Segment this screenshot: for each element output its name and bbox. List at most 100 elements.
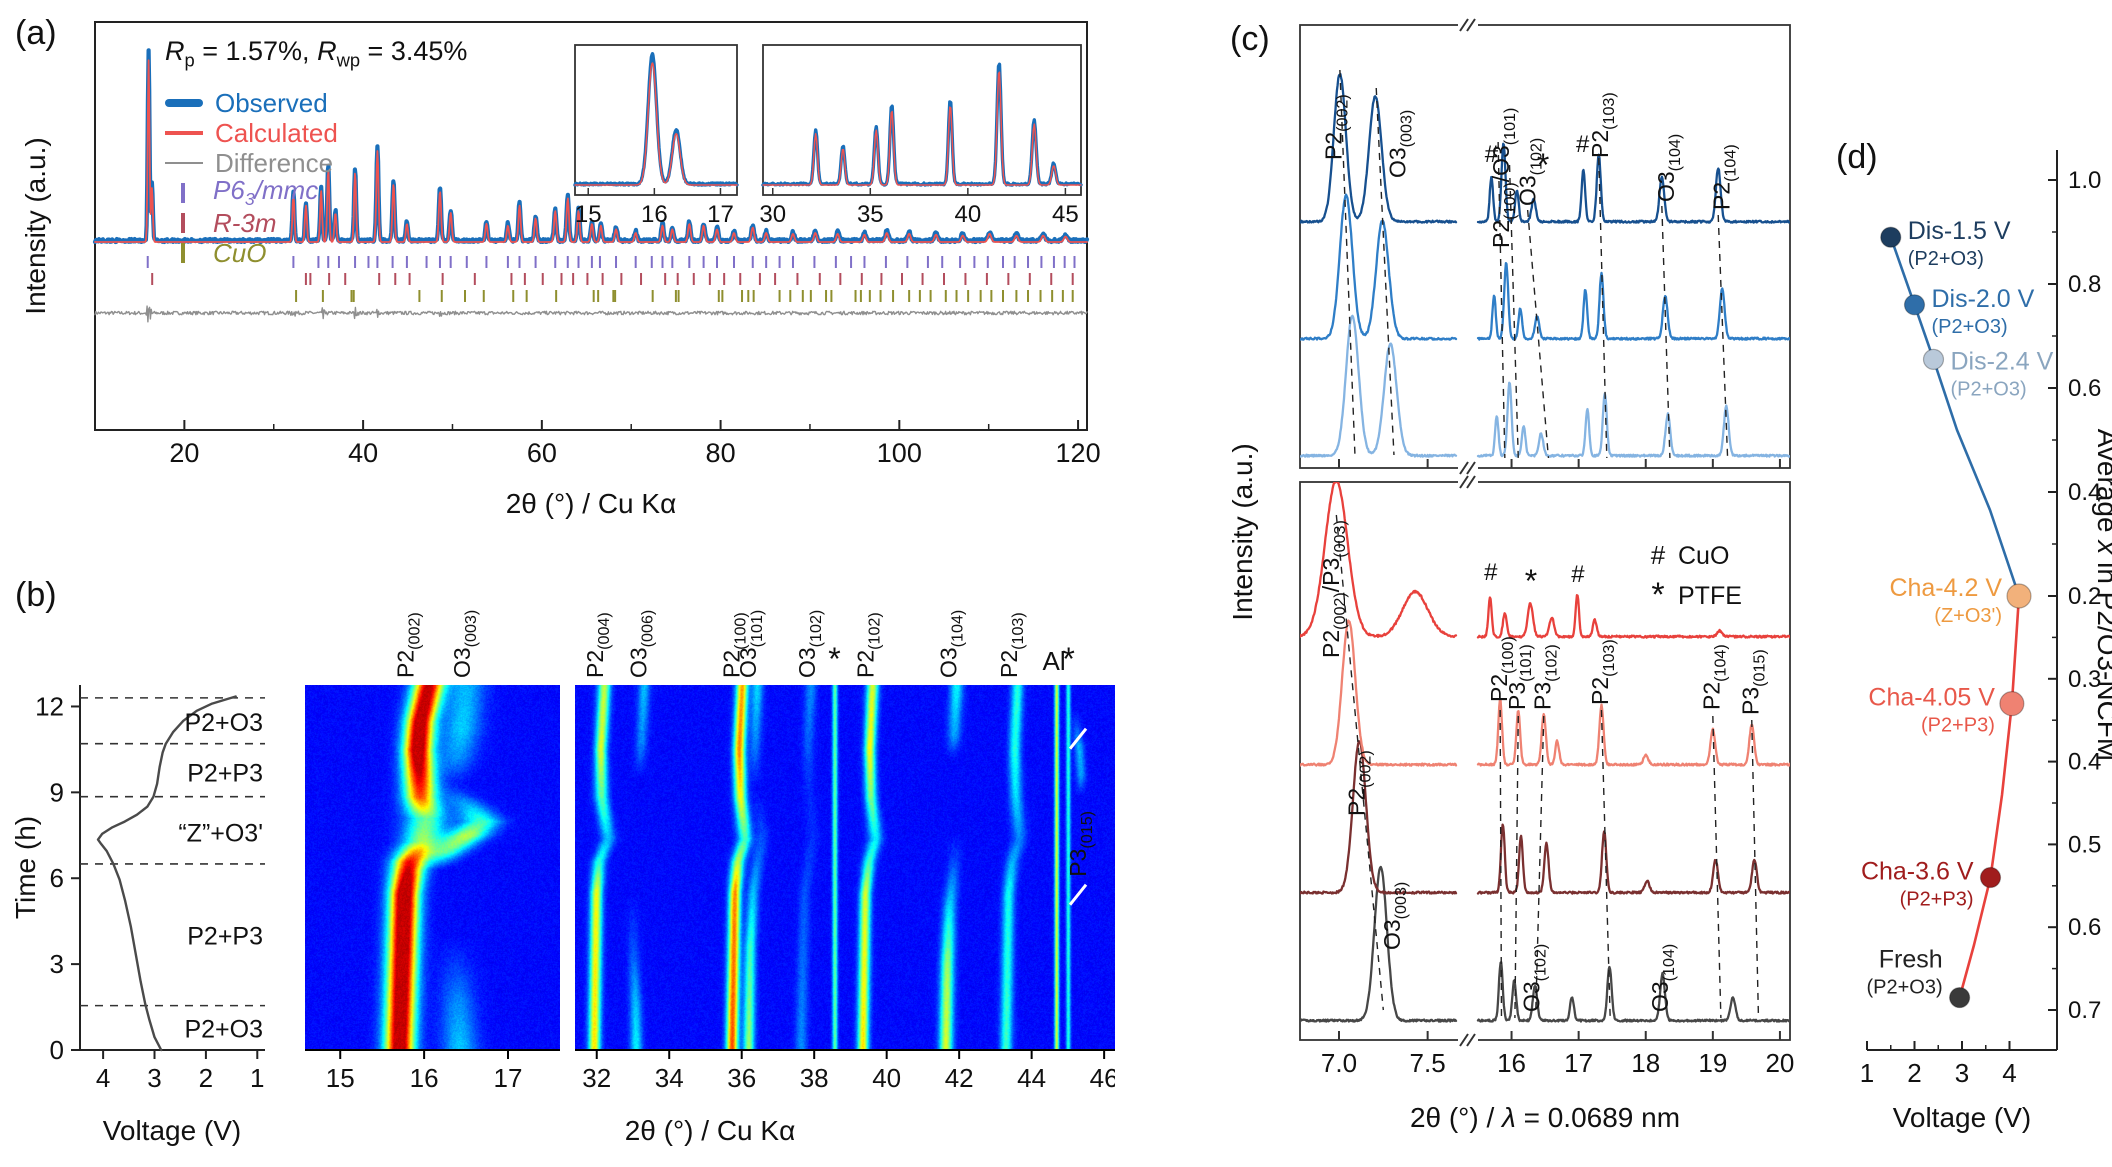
panel-a-tag: (a) bbox=[15, 14, 57, 53]
reflection-label: P2(104) bbox=[1698, 644, 1729, 710]
svg-text:16: 16 bbox=[410, 1063, 439, 1093]
point-label: Dis-1.5 V bbox=[1908, 217, 2011, 245]
rp-symbol: R bbox=[165, 36, 185, 66]
peak-shift-guide bbox=[1376, 88, 1394, 455]
point-label: Cha-4.2 V bbox=[1889, 574, 2002, 602]
legend-item-cuo: CuO bbox=[165, 240, 338, 266]
refinement-stats: Rp = 1.57%, Rwp = 3.45% bbox=[165, 36, 467, 71]
peak-shift-guide bbox=[1718, 215, 1727, 458]
svg-text:17: 17 bbox=[707, 201, 734, 228]
bragg-tick-row-CuO bbox=[296, 290, 1073, 302]
data-point-Cha-4.2 V bbox=[2007, 584, 2031, 608]
svg-text:1: 1 bbox=[1860, 1058, 1874, 1088]
xrd-curve-cha-3.6V bbox=[1478, 825, 1790, 894]
svg-text:6: 6 bbox=[50, 863, 64, 893]
lambda-symbol: λ bbox=[1502, 1102, 1516, 1133]
reflection-label: P2(103) bbox=[1587, 639, 1618, 705]
svg-text:45: 45 bbox=[1052, 201, 1079, 228]
impurity-mark: # bbox=[1484, 559, 1498, 586]
reflection-label: * bbox=[828, 641, 840, 677]
legend-label: Calculated bbox=[215, 118, 338, 149]
reflection-label: P2(004) bbox=[582, 612, 613, 678]
d-y-axis-title: Average x in P2/O3-NCFM bbox=[2092, 429, 2112, 762]
svg-text:16: 16 bbox=[1497, 1048, 1526, 1078]
svg-text:30: 30 bbox=[759, 201, 786, 228]
svg-text:0.7: 0.7 bbox=[2068, 997, 2101, 1024]
reflection-label: O3(003) bbox=[449, 610, 480, 678]
svg-text:1: 1 bbox=[250, 1063, 264, 1093]
difference-curve bbox=[95, 306, 1087, 322]
svg-text:15: 15 bbox=[575, 201, 602, 228]
svg-text:0: 0 bbox=[50, 1035, 64, 1065]
svg-text:9: 9 bbox=[50, 777, 64, 807]
svg-text:32: 32 bbox=[582, 1063, 611, 1093]
data-point-Dis-2.0 V bbox=[1905, 295, 1925, 315]
reflection-label: P2(002)/P3(003) bbox=[1318, 520, 1349, 658]
point-label: Dis-2.4 V bbox=[1951, 347, 2054, 375]
synchrotron-xrd-plot: 7.0 7.5 16 17 18 19 20P2(002)O3(003)P2(100)/O3… bbox=[1230, 10, 1810, 1160]
b-voltage-axis-title: Voltage (V) bbox=[103, 1115, 242, 1147]
p3-015-label: P3(015) bbox=[1065, 811, 1096, 877]
svg-text:80: 80 bbox=[706, 438, 736, 468]
reflection-label: P2(002) bbox=[393, 612, 424, 678]
point-label: Fresh bbox=[1879, 946, 1943, 974]
data-point-Cha-3.6 V bbox=[1981, 868, 2001, 888]
panel-b: 0 3 6 9 12 4 3 2 1 P2+O3 P2+P3 “Z”+O3' P2+P3 P2+O3 Tim… bbox=[15, 570, 1115, 1165]
point-phase-label: (Z+O3') bbox=[1934, 605, 2002, 627]
c-x-axis-title: 2θ (°) / λ = 0.0689 nm bbox=[1410, 1102, 1680, 1134]
svg-text:0.5: 0.5 bbox=[2068, 831, 2101, 858]
impurity-mark: * bbox=[1537, 147, 1549, 183]
xrd-curve-dis-2.0V bbox=[1478, 263, 1790, 340]
a-x-axis-title: 2θ (°) / Cu Kα bbox=[506, 488, 677, 520]
svg-text:100: 100 bbox=[877, 438, 922, 468]
reflection-label: O3(003) bbox=[1385, 110, 1416, 178]
svg-text:40: 40 bbox=[872, 1063, 901, 1093]
legend-label: CuO bbox=[213, 238, 266, 269]
data-point-Fresh bbox=[1950, 988, 1970, 1008]
xrd-curve-dis-2.4V bbox=[1300, 316, 1456, 457]
svg-text:40: 40 bbox=[954, 201, 981, 228]
svg-text:7.5: 7.5 bbox=[1410, 1048, 1446, 1078]
svg-text:1.0: 1.0 bbox=[2068, 167, 2101, 194]
svg-text:17: 17 bbox=[1564, 1048, 1593, 1078]
svg-text:17: 17 bbox=[494, 1063, 523, 1093]
c-x-axis-pre: 2θ (°) / bbox=[1410, 1102, 1502, 1133]
svg-text:2: 2 bbox=[1907, 1058, 1921, 1088]
reflection-label: O3(104) bbox=[1653, 134, 1684, 202]
reflection-label: * bbox=[1062, 641, 1074, 677]
svg-text:0.8: 0.8 bbox=[2068, 271, 2101, 298]
svg-text:38: 38 bbox=[800, 1063, 829, 1093]
ptfe-mark: * bbox=[1651, 576, 1664, 614]
svg-text:3: 3 bbox=[50, 949, 64, 979]
point-phase-label: (P2+P3) bbox=[1921, 715, 1995, 737]
reflection-label: P2(103) bbox=[1587, 92, 1618, 158]
svg-text:19: 19 bbox=[1698, 1048, 1727, 1078]
legend-item-p63mmc: P63/mmc bbox=[165, 180, 338, 206]
point-phase-label: (P2+O3) bbox=[1908, 248, 1984, 270]
reflection-label: O3(006) bbox=[625, 610, 656, 678]
legend-label: R-3m bbox=[213, 208, 277, 239]
sodium-content-plot: 1 2 3 4 1.0 0.8 0.6 0.4 0.2 0.3 0.4 0.5 0.6 0.7 Dis-1.… bbox=[1832, 10, 2112, 1160]
svg-text:35: 35 bbox=[857, 201, 884, 228]
svg-text:46: 46 bbox=[1090, 1063, 1115, 1093]
legend-item-observed: Observed bbox=[165, 90, 338, 116]
svg-text:42: 42 bbox=[945, 1063, 974, 1093]
cuo-mark: # bbox=[1651, 540, 1666, 570]
rietveld-legend: Observed Calculated Difference P63/mmc R… bbox=[165, 90, 338, 266]
charge-branch-line bbox=[1960, 596, 2019, 998]
panel-b-tag: (b) bbox=[15, 576, 57, 615]
rp-value: = 1.57%, bbox=[195, 36, 317, 66]
rwp-value: = 3.45% bbox=[360, 36, 467, 66]
panel-a: 20 40 60 80 100 120 15 16 17 30 35 40 45 Intensity (a… bbox=[15, 10, 1115, 565]
observed-line-swatch bbox=[165, 99, 203, 107]
panel-c: 7.0 7.5 16 17 18 19 20 P2(002) O3(003) P2(100)/O3… bbox=[1230, 10, 1810, 1165]
xrd-curve-cha-4.2V bbox=[1478, 595, 1790, 637]
point-phase-label: (P2+O3) bbox=[1866, 977, 1942, 999]
phase-region-label: P2+O3 bbox=[184, 1016, 263, 1044]
svg-text:20: 20 bbox=[169, 438, 199, 468]
p63mmc-tick-swatch bbox=[181, 183, 185, 203]
d-x-axis-title: Voltage (V) bbox=[1893, 1102, 2032, 1134]
phase-region-label: P2+P3 bbox=[187, 922, 263, 950]
svg-text:40: 40 bbox=[348, 438, 378, 468]
data-point-Cha-4.05 V bbox=[2000, 692, 2024, 716]
